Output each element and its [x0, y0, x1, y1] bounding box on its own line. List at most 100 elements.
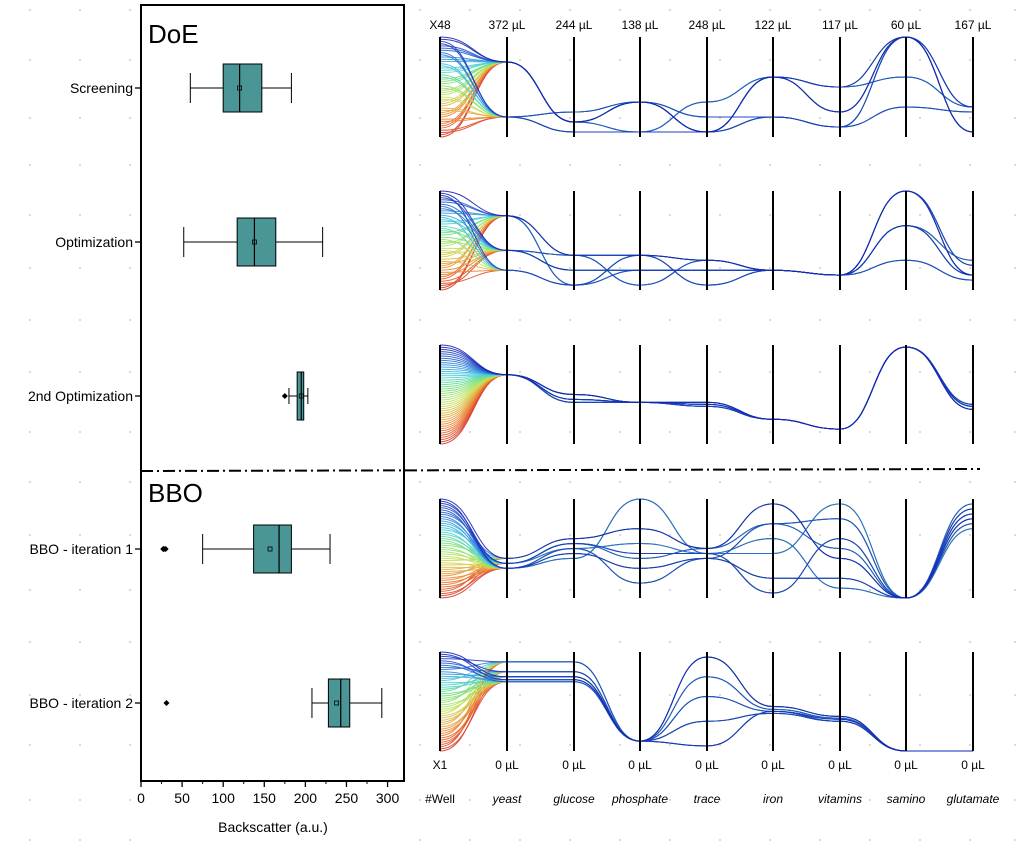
grid-dot: [819, 59, 821, 61]
grid-dot: [969, 589, 971, 591]
grid-dot: [519, 839, 521, 841]
grid-dot: [969, 59, 971, 61]
grid-dot: [129, 431, 131, 433]
grid-dot: [819, 534, 821, 536]
grid-dot: [419, 117, 421, 119]
grid-dot: [669, 431, 671, 433]
grid-dot: [1014, 267, 1016, 269]
x-tick-label: 0: [137, 790, 145, 806]
grid-dot: [79, 744, 81, 746]
grid-dot: [129, 641, 131, 643]
grid-dot: [1014, 694, 1016, 696]
grid-dot: [1014, 117, 1016, 119]
grid-dot: [129, 267, 131, 269]
grid-dot: [419, 431, 421, 433]
grid-dot: [869, 641, 871, 643]
grid-dot: [719, 744, 721, 746]
grid-dot: [519, 641, 521, 643]
grid-dot: [79, 799, 81, 801]
grid-dot: [769, 319, 771, 321]
grid-dot: [969, 9, 971, 11]
grid-dot: [819, 694, 821, 696]
grid-dot: [79, 589, 81, 591]
grid-dot: [619, 799, 621, 801]
grid-dot: [79, 694, 81, 696]
box-outlier: [163, 700, 170, 706]
grid-dot: [619, 319, 621, 321]
grid-dot: [619, 641, 621, 643]
pc-bottom-label: X1: [433, 758, 448, 772]
boxplot-panel: DoE BBO Screening Optimization 2nd Optimiz…: [28, 4, 405, 835]
section-label-bbo: BBO: [148, 478, 203, 508]
grid-dot: [29, 59, 31, 61]
grid-dot: [669, 214, 671, 216]
grid-dot: [719, 267, 721, 269]
grid-dot: [419, 214, 421, 216]
pc-panel-lines: [439, 651, 973, 752]
box-mean: [267, 546, 273, 552]
grid-dot: [569, 9, 571, 11]
grid-dot: [1014, 319, 1016, 321]
grid-dot: [669, 839, 671, 841]
grid-dot: [819, 371, 821, 373]
pc-top-label: 167 µL: [955, 18, 992, 32]
grid-dot: [919, 9, 921, 11]
pc-axes: [439, 37, 974, 751]
pc-axis-name: yeast: [492, 792, 522, 806]
grid-dot: [619, 117, 621, 119]
grid-dot: [469, 319, 471, 321]
grid-dot: [819, 9, 821, 11]
grid-dot: [29, 481, 31, 483]
grid-dot: [29, 9, 31, 11]
box-category-label: 2nd Optimization: [28, 388, 133, 404]
grid-dot: [619, 839, 621, 841]
grid-dot: [919, 839, 921, 841]
grid-dot: [79, 9, 81, 11]
grid-dot: [969, 214, 971, 216]
parallel-coordinates-panel: X48 X1 #Well 372 µL 0 µL yeast 244 µL 0 µL gluco…: [425, 18, 1000, 806]
grid-dot: [819, 799, 821, 801]
grid-dot: [469, 799, 471, 801]
grid-dot: [569, 839, 571, 841]
pc-line: [439, 36, 974, 133]
grid-dot: [569, 59, 571, 61]
grid-dot: [669, 117, 671, 119]
grid-dot: [569, 481, 571, 483]
box-iqr: [253, 524, 292, 574]
grid-dot: [919, 214, 921, 216]
pc-axis-name: trace: [694, 792, 721, 806]
grid-dot: [569, 589, 571, 591]
grid-dot: [969, 431, 971, 433]
pc-top-label: 138 µL: [622, 18, 659, 32]
grid-dot: [919, 164, 921, 166]
grid-dot: [1014, 481, 1016, 483]
grid-dot: [569, 371, 571, 373]
grid-dot: [769, 641, 771, 643]
x-tick-label: 200: [294, 790, 318, 806]
grid-dot: [769, 164, 771, 166]
grid-dot: [719, 319, 721, 321]
grid-dot: [619, 164, 621, 166]
grid-dot: [569, 319, 571, 321]
grid-dot: [519, 589, 521, 591]
grid-dot: [669, 9, 671, 11]
grid-dot: [719, 799, 721, 801]
box-group: 2nd Optimization: [28, 371, 309, 421]
grid-dot: [669, 481, 671, 483]
pc-line: [439, 344, 974, 430]
grid-dot: [79, 534, 81, 536]
grid-dot: [79, 481, 81, 483]
grid-dot: [919, 267, 921, 269]
box-group: Optimization: [55, 217, 324, 267]
grid-dot: [29, 431, 31, 433]
grid-dot: [719, 59, 721, 61]
grid-dot: [79, 371, 81, 373]
grid-dot: [619, 744, 621, 746]
grid-dot: [79, 839, 81, 841]
grid-dot: [919, 744, 921, 746]
pc-top-label: 244 µL: [556, 18, 593, 32]
grid-dot: [869, 839, 871, 841]
box-iqr: [296, 371, 305, 421]
grid-dot: [769, 534, 771, 536]
grid-dot: [919, 799, 921, 801]
